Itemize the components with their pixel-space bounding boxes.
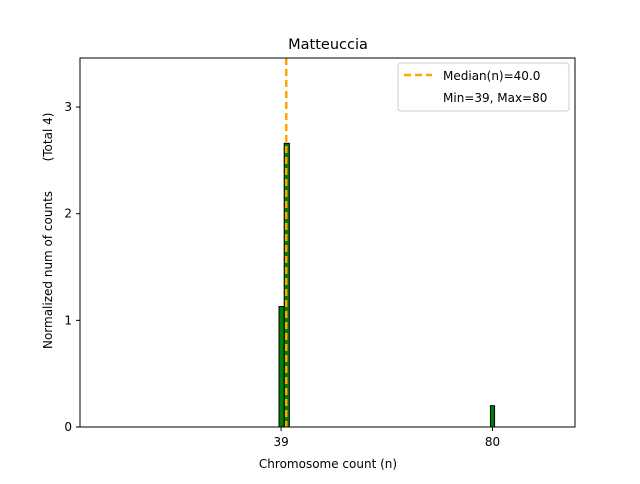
histogram-bar xyxy=(278,305,285,428)
y-axis-label-total: (Total 4) xyxy=(41,113,55,162)
y-tick-label: 2 xyxy=(64,207,72,221)
plot-frame xyxy=(79,57,576,428)
y-axis-label: Normalized num of counts xyxy=(41,191,55,349)
legend: Median(n)=40.0 Min=39, Max=80 xyxy=(397,62,570,112)
x-tick-label: 80 xyxy=(485,435,500,449)
legend-minmax-label: Min=39, Max=80 xyxy=(443,91,547,105)
x-tick-label: 39 xyxy=(273,435,288,449)
x-axis-label: Chromosome count (n) xyxy=(259,457,397,471)
legend-median-label: Median(n)=40.0 xyxy=(443,69,540,83)
y-tick-label: 1 xyxy=(64,313,72,327)
y-tick-label: 3 xyxy=(64,100,72,114)
y-tick-label: 0 xyxy=(64,420,72,434)
legend-box xyxy=(397,62,570,112)
histogram-bar xyxy=(489,405,496,428)
chart-title: Matteuccia xyxy=(288,37,368,53)
